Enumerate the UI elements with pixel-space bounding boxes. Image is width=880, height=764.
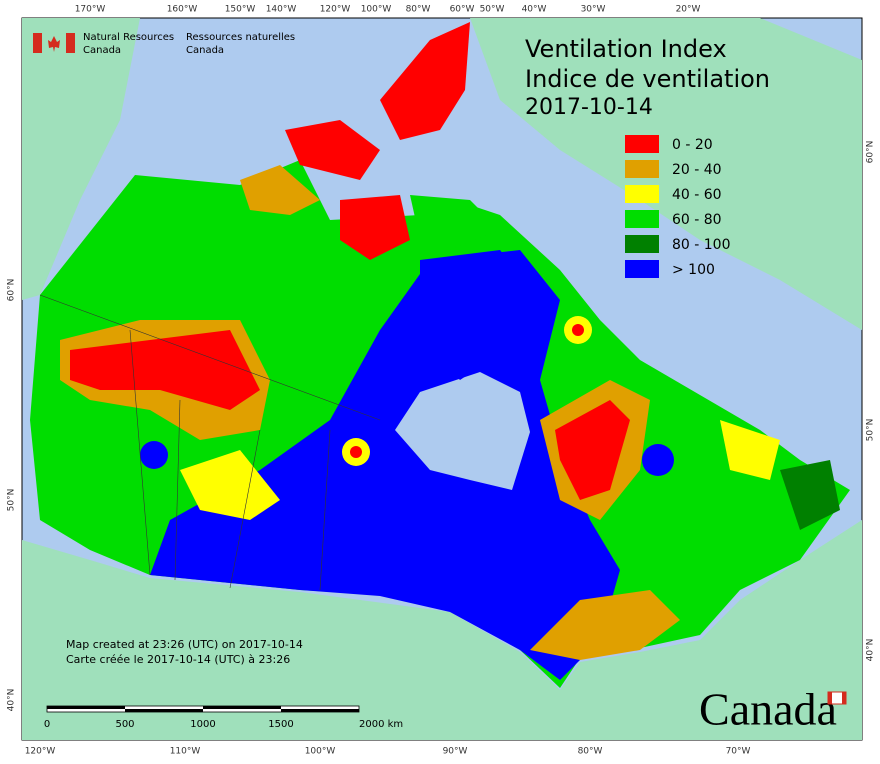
legend-label: 0 - 20 [672, 137, 713, 153]
agency-en: Canada [83, 45, 121, 56]
graticule-label: 60°N [866, 141, 876, 164]
arctic-island [410, 195, 500, 250]
greenland [470, 18, 862, 330]
graticule-label: 150°W [225, 5, 256, 15]
legend-swatch [625, 135, 659, 153]
graticule-label: 60°N [7, 279, 17, 302]
note: Carte créée le 2017-10-14 (UTC) à 23:26 [66, 653, 290, 666]
alaska [22, 18, 140, 300]
graticule-label: 100°W [361, 5, 392, 15]
agency-fr: Canada [186, 45, 224, 56]
legend-label: 40 - 60 [672, 187, 722, 203]
flag-bar [33, 33, 42, 53]
region-yellow [180, 450, 280, 520]
region-high [150, 250, 620, 680]
united-states [22, 520, 862, 740]
graticule-label: 110°W [170, 747, 201, 757]
graticule-label: 170°W [75, 5, 106, 15]
graticule-label: 70°W [726, 747, 751, 757]
arctic-island [340, 195, 410, 260]
flag-bar [66, 33, 75, 53]
graticule-label: 120°W [320, 5, 351, 15]
scale-label: 0 [44, 719, 50, 730]
graticule-label: 160°W [167, 5, 198, 15]
map-area: Natural Resources Canada Ressources natu… [21, 17, 863, 741]
graticule-label: 90°W [443, 747, 468, 757]
region-quebec-red [555, 400, 630, 500]
legend-label: 20 - 40 [672, 162, 722, 178]
agency-fr: Ressources naturelles [186, 32, 295, 43]
hudson-bay [395, 372, 530, 490]
graticule-label: 140°W [266, 5, 297, 15]
graticule-label: 40°N [7, 689, 17, 712]
region-ontario-orange [530, 590, 680, 660]
graticule-labels: 170°W 160°W 150°W 140°W 120°W 100°W 80°W 60°W 50… [7, 5, 876, 757]
note: Map created at 23:26 (UTC) on 2017-10-14 [66, 638, 303, 651]
graticule-label: 60°W [450, 5, 475, 15]
scale-label: 1500 [268, 719, 293, 730]
arctic-island [285, 120, 380, 180]
legend-label: > 100 [672, 262, 715, 278]
newfoundland [780, 460, 840, 530]
title-en: Ventilation Index [525, 35, 727, 63]
legend-swatch [625, 160, 659, 178]
scale-labels: 0 500 1000 1500 2000 km [44, 719, 403, 730]
graticule-label: 80°W [578, 747, 603, 757]
graticule-label: 120°W [25, 747, 56, 757]
scale-label: 1000 [190, 719, 215, 730]
graticule-label: 50°N [866, 419, 876, 442]
graticule-label: 80°W [406, 5, 431, 15]
graticule-label: 50°N [7, 489, 17, 512]
legend-label: 60 - 80 [672, 212, 722, 228]
graticule-label: 40°W [522, 5, 547, 15]
graticule-label: 50°W [480, 5, 505, 15]
region-blob [642, 444, 674, 476]
wordmark-flag [828, 692, 832, 704]
wordmark-flag [842, 692, 846, 704]
scale-label: 2000 km [359, 719, 403, 730]
region-blob [572, 324, 584, 336]
region-east-yellow [720, 420, 780, 480]
region-blob [350, 446, 362, 458]
arctic-island [240, 165, 320, 215]
graticule-label: 100°W [305, 747, 336, 757]
region-red [70, 330, 260, 410]
graticule-label: 30°W [581, 5, 606, 15]
legend-swatch [625, 235, 659, 253]
graticule-label: 40°N [866, 639, 876, 662]
borders [39, 294, 381, 591]
scale-label: 500 [115, 719, 134, 730]
graticule-label: 20°W [676, 5, 701, 15]
legend: 0 - 20 20 - 40 40 - 60 60 - 80 80 - 100 > 100 [625, 135, 731, 278]
wordmark: Canada [699, 684, 837, 735]
scale-bar [46, 705, 360, 713]
legend-swatch [625, 260, 659, 278]
title-fr: Indice de ventilation [525, 65, 770, 93]
legend-swatch [625, 210, 659, 228]
region-blob [140, 441, 168, 469]
baffin-island [420, 250, 540, 380]
maple-leaf [48, 36, 60, 52]
legend-swatch [625, 185, 659, 203]
arctic-island [380, 22, 470, 140]
agency-en: Natural Resources [83, 32, 174, 43]
legend-label: 80 - 100 [672, 237, 731, 253]
title-date: 2017-10-14 [525, 95, 653, 120]
